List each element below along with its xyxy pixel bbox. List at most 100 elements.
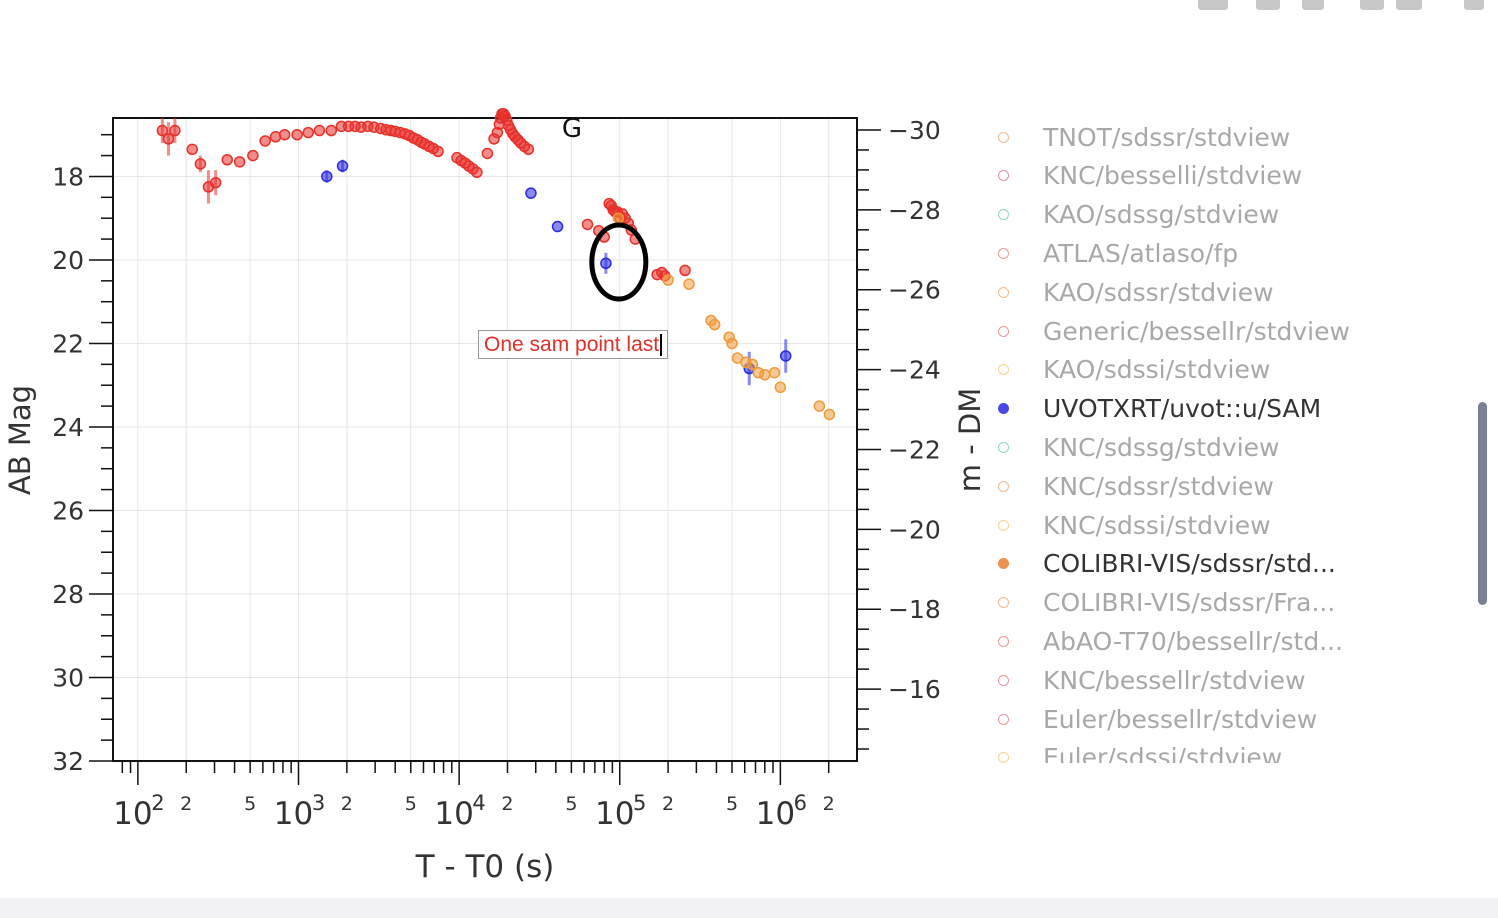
modebar	[1190, 0, 1498, 12]
y-tick-label: 32	[52, 747, 84, 776]
legend-marker-icon	[998, 519, 1009, 531]
legend-item[interactable]: COLIBRI-VIS/sdssr/Fra...	[990, 584, 1385, 622]
y2-tick-label: −28	[888, 196, 941, 225]
legend-scrollbar[interactable]	[1478, 402, 1487, 605]
legend-item[interactable]: UVOTXRT/uvot::u/SAM	[990, 390, 1385, 428]
legend-item[interactable]: Generic/bessellr/stdview	[990, 312, 1385, 350]
zoom-out-icon[interactable]	[1396, 0, 1422, 10]
legend-item[interactable]: COLIBRI-VIS/sdssr/std...	[990, 545, 1385, 583]
annotation-textbox[interactable]: One sam point last	[478, 330, 669, 359]
data-point	[612, 212, 625, 224]
legend-item[interactable]: KAO/sdssr/stdview	[990, 273, 1385, 311]
data-point	[779, 350, 792, 362]
data-points[interactable]	[156, 108, 836, 421]
x-tick-label: 10	[595, 796, 634, 832]
legend-label: Generic/bessellr/stdview	[1043, 316, 1350, 346]
x-tick-exponent: 5	[633, 791, 646, 815]
y2-axis-title: m - DM	[953, 388, 987, 493]
text-caret	[660, 333, 663, 356]
data-point	[259, 135, 271, 147]
data-point	[600, 257, 612, 270]
grid	[113, 118, 857, 761]
data-point	[221, 154, 233, 166]
legend-item[interactable]: KNC/sdssi/stdview	[990, 506, 1385, 544]
legend-item[interactable]: AbAO-T70/bessellr/std...	[990, 622, 1385, 660]
legend-label: ATLAS/atlaso/fp	[1043, 238, 1239, 268]
highlight-ellipse	[589, 222, 649, 302]
y-tick-label: 24	[52, 413, 84, 442]
y2-tick-label: −26	[888, 276, 941, 305]
data-point	[481, 147, 494, 160]
legend-marker-icon	[998, 364, 1009, 376]
legend-item[interactable]: KNC/besselli/stdview	[990, 157, 1385, 195]
x-tick-label: 10	[756, 796, 795, 832]
legend-item[interactable]: ATLAS/atlaso/fp	[990, 234, 1385, 272]
x-minor-tick-label: 5	[405, 793, 417, 815]
legend-marker-icon	[998, 403, 1009, 415]
data-point	[774, 381, 787, 394]
legend-marker-icon	[998, 247, 1009, 259]
legend[interactable]: TNOT/sdssr/stdview KNC/besselli/stdview KA…	[990, 118, 1385, 763]
data-point	[525, 187, 537, 199]
legend-label: Euler/sdssi/stdview	[1043, 743, 1283, 763]
legend-label: KNC/sdssi/stdview	[1043, 510, 1271, 540]
x-tick-label: 10	[434, 796, 473, 832]
x-minor-tick-label: 5	[565, 793, 577, 815]
x-minor-tick-label: 2	[662, 793, 674, 815]
home-icon[interactable]	[1464, 0, 1484, 10]
data-point	[679, 264, 691, 277]
x-minor-tick-label: 5	[244, 793, 256, 815]
legend-item[interactable]: TNOT/sdssr/stdview	[990, 118, 1385, 156]
data-point	[233, 156, 246, 168]
legend-marker-icon	[998, 325, 1009, 337]
legend-marker-icon	[998, 480, 1009, 492]
x-tick-exponent: 4	[472, 791, 485, 815]
legend-marker-icon	[998, 209, 1009, 221]
legend-item[interactable]: KNC/sdssg/stdview	[990, 428, 1385, 466]
data-point	[823, 408, 836, 421]
legend-marker-icon	[998, 597, 1009, 609]
x-minor-tick-label: 2	[501, 793, 513, 815]
legend-item[interactable]: KNC/sdssr/stdview	[990, 467, 1385, 505]
legend-marker-icon	[998, 131, 1009, 143]
plot-frame	[112, 117, 858, 762]
annotation-g[interactable]: G	[562, 114, 582, 144]
data-point	[581, 218, 594, 231]
legend-item[interactable]: KAO/sdssg/stdview	[990, 196, 1385, 234]
pan-icon[interactable]	[1302, 0, 1324, 10]
x-tick-exponent: 3	[312, 791, 325, 815]
x-minor-tick-label: 5	[726, 793, 738, 815]
legend-item[interactable]: KNC/bessellr/stdview	[990, 661, 1385, 699]
x-axis-title: T - T0 (s)	[415, 849, 555, 885]
legend-marker-icon	[998, 441, 1009, 453]
x-tick-exponent: 6	[794, 791, 807, 815]
legend-label: KAO/sdssi/stdview	[1043, 355, 1271, 385]
data-point	[278, 128, 291, 141]
data-point	[321, 170, 333, 183]
legend-label: KAO/sdssr/stdview	[1043, 277, 1274, 307]
data-point	[186, 143, 198, 156]
legend-marker-icon	[998, 558, 1009, 570]
x-tick-label: 10	[113, 796, 152, 832]
data-point	[708, 318, 721, 331]
legend-label: Euler/bessellr/stdview	[1043, 704, 1318, 734]
data-point	[471, 166, 483, 179]
legend-item[interactable]: Euler/bessellr/stdview	[990, 700, 1385, 738]
annotation-text[interactable]: One sam point last	[484, 332, 660, 356]
data-point	[683, 278, 695, 290]
data-point	[302, 126, 315, 139]
legend-label: COLIBRI-VIS/sdssr/Fra...	[1043, 588, 1336, 618]
legend-label: KNC/bessellr/stdview	[1043, 665, 1306, 695]
zoom-icon[interactable]	[1256, 0, 1280, 10]
legend-marker-icon	[998, 752, 1009, 763]
legend-marker-icon	[998, 674, 1009, 686]
y-tick-label: 28	[52, 580, 84, 609]
camera-icon[interactable]	[1198, 0, 1228, 10]
data-point	[759, 369, 771, 381]
legend-item[interactable]: Euler/sdssi/stdview	[990, 739, 1385, 763]
zoom-in-icon[interactable]	[1360, 0, 1384, 10]
legend-label: KNC/sdssr/stdview	[1043, 471, 1274, 501]
data-point	[662, 274, 674, 286]
legend-item[interactable]: KAO/sdssi/stdview	[990, 351, 1385, 389]
